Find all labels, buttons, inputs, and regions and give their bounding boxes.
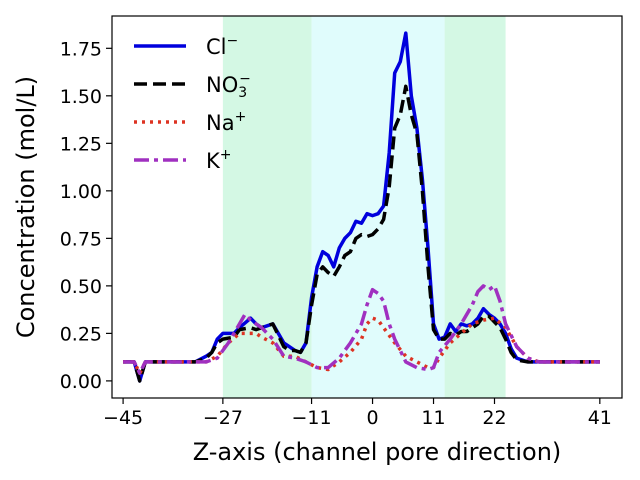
plot-frame	[111, 15, 623, 399]
series-line-cl	[123, 31, 600, 383]
series-line-k	[123, 284, 600, 376]
region-center	[311, 16, 445, 398]
y-tick-label: 1.25	[60, 133, 102, 155]
y-tick-label: 1.00	[60, 181, 102, 203]
x-axis-title: Z-axis (channel pore direction)	[193, 438, 562, 466]
x-tick-label: 0	[366, 407, 378, 429]
x-tick-label: −11	[292, 407, 332, 429]
legend-label-k: K+	[206, 147, 232, 173]
x-tick-label: 41	[588, 407, 612, 429]
x-tick-label: −45	[103, 407, 143, 429]
axis-ticks: −45 −27 −11 0 11 22 41 0.00 0.25 0.50 0.75 1.00 1.25…	[60, 38, 612, 429]
legend-label-no: NO3−	[206, 71, 251, 101]
y-tick-label: 0.50	[60, 276, 102, 298]
legend: Cl− NO3− Na+ K+	[134, 33, 251, 173]
x-tick-label: 11	[421, 407, 445, 429]
legend-label-na: Na+	[206, 109, 246, 135]
y-tick-label: 1.50	[60, 86, 102, 108]
y-tick-label: 0.25	[60, 323, 102, 345]
shaded-regions	[222, 16, 506, 398]
y-tick-label: 0.75	[60, 228, 102, 250]
y-axis-title: Concentration (mol/L)	[12, 76, 40, 338]
y-tick-label: 0.00	[60, 371, 102, 393]
x-tick-label: 22	[482, 407, 506, 429]
legend-label-cl: Cl−	[206, 33, 238, 59]
x-tick-label: −27	[203, 407, 243, 429]
region-right	[444, 16, 506, 398]
series-line-no	[123, 84, 600, 383]
series-lines	[123, 31, 600, 383]
y-tick-label: 1.75	[60, 38, 102, 60]
